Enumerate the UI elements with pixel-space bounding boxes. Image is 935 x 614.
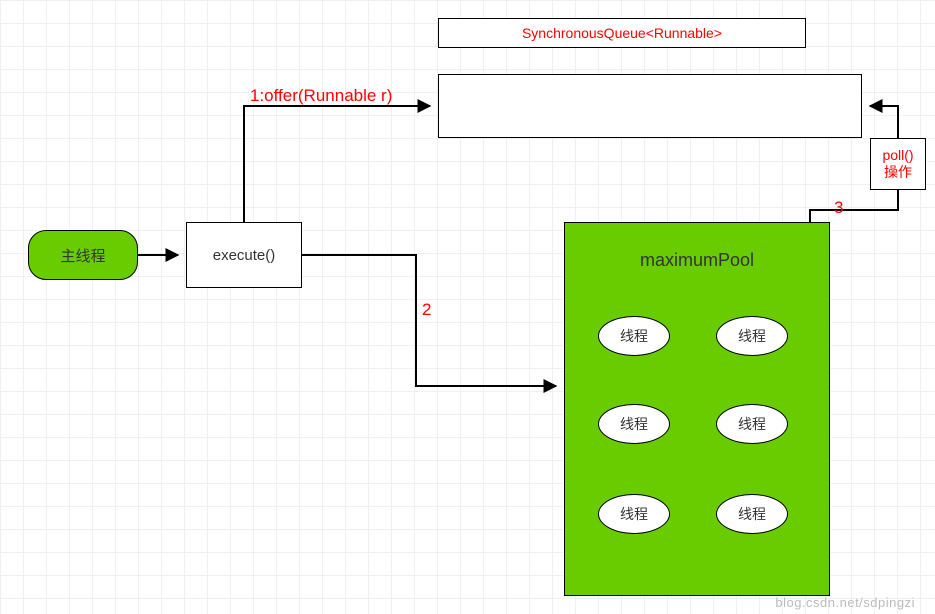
- thread-node: 线程: [716, 494, 788, 534]
- thread-node: 线程: [716, 404, 788, 444]
- thread-node: 线程: [716, 316, 788, 356]
- queue-title-box: SynchronousQueue<Runnable>: [438, 18, 806, 48]
- queue-title-label: SynchronousQueue<Runnable>: [522, 25, 722, 41]
- edge-label-step2: 2: [422, 300, 431, 320]
- edge-label-offer: 1:offer(Runnable r): [250, 86, 392, 106]
- thread-node: 线程: [598, 404, 670, 444]
- queue-body-box: [438, 74, 862, 138]
- main-thread-node: 主线程: [28, 230, 138, 280]
- edge-label-step3: 3: [834, 198, 843, 218]
- thread-node: 线程: [598, 316, 670, 356]
- poll-box: poll() 操作: [870, 138, 926, 190]
- execute-label: execute(): [213, 247, 276, 264]
- main-thread-label: 主线程: [60, 245, 105, 266]
- maximum-pool-box: [564, 222, 830, 596]
- thread-node: 线程: [598, 494, 670, 534]
- poll-label: poll() 操作: [882, 147, 913, 181]
- maximum-pool-title: maximumPool: [564, 248, 830, 272]
- pool-title-label: maximumPool: [640, 250, 754, 271]
- execute-node: execute(): [186, 222, 302, 288]
- watermark: blog.csdn.net/sdpingzi: [775, 595, 915, 610]
